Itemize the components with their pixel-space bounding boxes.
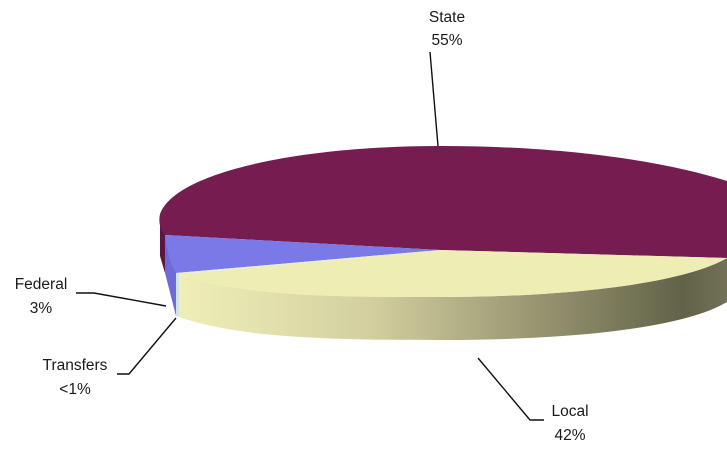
federal-leader-line xyxy=(76,292,167,307)
state-value: 55% xyxy=(431,32,462,49)
local-slice-side xyxy=(179,258,727,340)
local-label: Local xyxy=(551,403,588,420)
local-slice xyxy=(179,250,727,297)
transfers-label: Transfers xyxy=(43,357,108,374)
state-leader-line xyxy=(429,51,439,147)
local-leader-line xyxy=(477,357,544,421)
federal-slice xyxy=(165,235,440,273)
transfers-value: <1% xyxy=(59,381,91,398)
state-slice xyxy=(159,146,727,258)
transfers-slice xyxy=(176,250,440,274)
federal-slice-side xyxy=(165,235,176,316)
transfers-slice-side xyxy=(176,273,179,317)
transfers-leader-line xyxy=(117,317,177,375)
federal-label: Federal xyxy=(15,276,68,293)
federal-value: 3% xyxy=(30,300,53,317)
local-value: 42% xyxy=(554,427,585,444)
state-label: State xyxy=(429,9,465,26)
